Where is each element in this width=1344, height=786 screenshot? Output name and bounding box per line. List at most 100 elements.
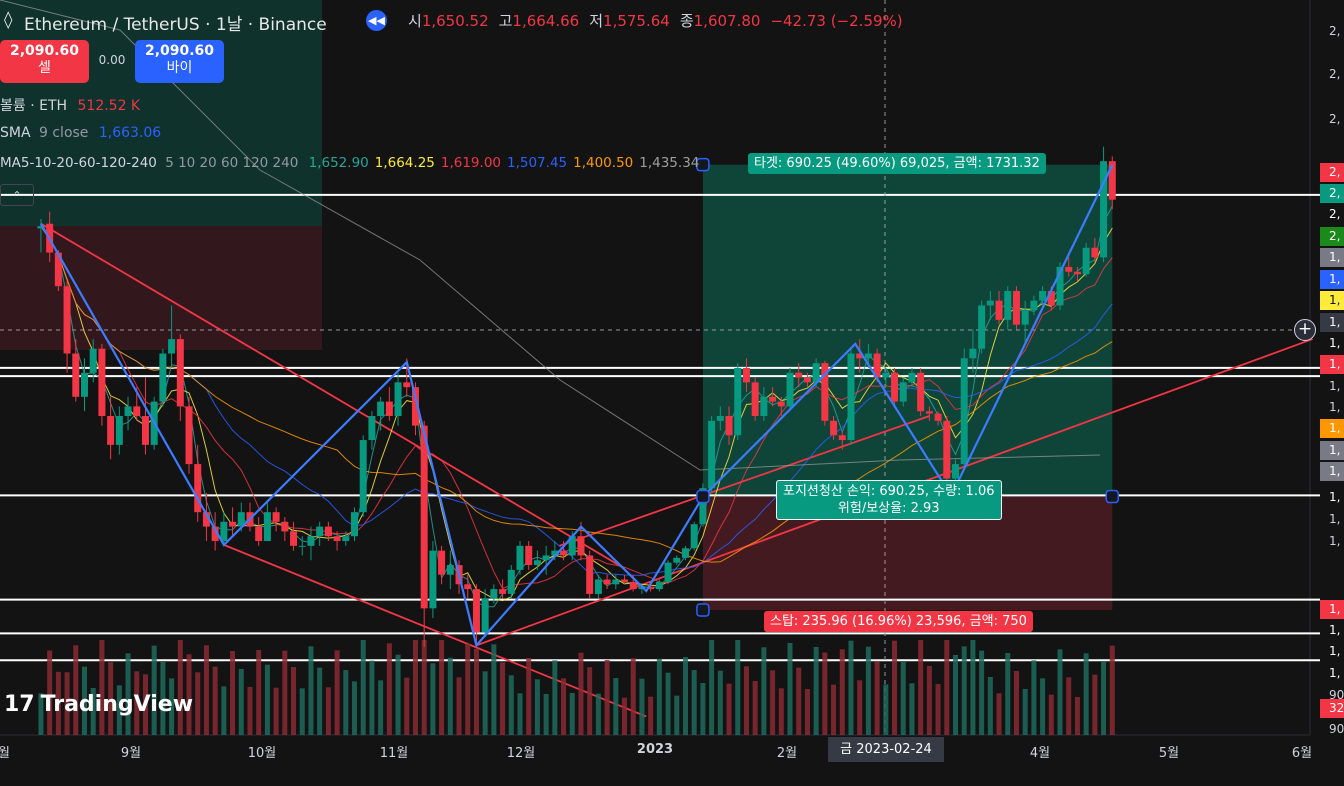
volume-indicator-legend[interactable]: 볼륨 · ETH 512.52 K: [0, 95, 146, 115]
volume-bar: [369, 660, 375, 735]
candle-body: [586, 555, 594, 594]
volume-bar: [47, 650, 53, 735]
candle-body: [664, 562, 672, 582]
volume-bar: [935, 684, 941, 735]
ma-value: 1,507.45: [507, 155, 568, 171]
price-axis-label: 1,: [1320, 270, 1344, 289]
volume-bar: [970, 640, 976, 735]
candle-body: [708, 420, 716, 489]
symbol-title[interactable]: Ethereum / TetherUS · 1날 · Binance: [24, 15, 327, 35]
ma-value: 1,664.25: [374, 155, 435, 171]
candle-body: [760, 396, 768, 417]
price-axis-label: 1,: [1320, 462, 1344, 481]
price-axis-label: 1,: [1329, 666, 1341, 680]
volume-bar: [1048, 694, 1054, 735]
volume-bar: [700, 683, 706, 735]
volume-bar: [81, 666, 87, 735]
ohlc-key: 저: [589, 12, 604, 30]
candle-body: [342, 536, 350, 542]
old-position-profit-zone: [0, 0, 322, 226]
volume-bar: [883, 684, 889, 735]
volume-bar: [64, 672, 70, 735]
price-axis-label: 2,: [1320, 227, 1344, 246]
candle-body: [98, 348, 106, 417]
candle-body: [429, 550, 437, 609]
candle-body: [716, 416, 724, 421]
candle-body: [133, 406, 141, 417]
buy-button[interactable]: 2,090.60 바이: [135, 40, 224, 83]
sma-label: SMA: [0, 125, 31, 141]
time-axis-label: 2023: [636, 742, 674, 757]
crosshair-date-label: 금 2023-02-24: [828, 737, 944, 762]
candle-body: [891, 372, 899, 402]
volume-bar: [1074, 697, 1080, 735]
candle-body: [838, 435, 846, 441]
candle-body: [185, 406, 193, 465]
candle-body: [899, 382, 907, 402]
candle-body: [821, 363, 829, 421]
candle-body: [141, 416, 149, 445]
candle-body: [394, 382, 402, 417]
ma-indicator-legend[interactable]: MA5-10-20-60-120-240 5 10 20 60 120 240 …: [0, 155, 705, 171]
time-axis-label: 10월: [247, 746, 277, 761]
candle-body: [1091, 247, 1099, 258]
target-label: 타겟: 690.25 (49.60%) 69,025, 금액: 1731.32: [748, 153, 1046, 174]
candle-body: [124, 406, 132, 417]
volume-bar: [717, 670, 723, 735]
volume-bar: [1040, 678, 1046, 735]
volume-bar: [822, 652, 828, 735]
price-axis-label: 1,: [1329, 534, 1341, 548]
volume-bar: [630, 658, 636, 735]
replay-rewind-icon[interactable]: ◀◀: [366, 10, 387, 31]
volume-bar: [186, 654, 192, 735]
candle-body: [333, 536, 341, 542]
candle-body: [603, 579, 611, 585]
price-axis-label: 1,: [1320, 291, 1344, 310]
candle-body: [176, 339, 184, 407]
candle-body: [1065, 266, 1073, 272]
candle-body: [960, 358, 968, 465]
price-axis-label: 2,: [1320, 163, 1344, 182]
trend-line: [223, 544, 647, 718]
volume-bar: [804, 689, 810, 735]
candle-body: [324, 526, 332, 537]
volume-bar: [142, 674, 148, 735]
ma-value: 1,652.90: [308, 155, 369, 171]
sma-indicator-legend[interactable]: SMA 9 close 1,663.06: [0, 125, 167, 141]
price-axis-label: 1,: [1320, 419, 1344, 438]
candle-body: [481, 598, 489, 633]
price-axis-label: 1,: [1329, 336, 1341, 350]
volume-bar: [1092, 674, 1098, 735]
ohlc-value: −42.73 (−2.59%): [770, 12, 903, 30]
candle-body: [1047, 291, 1055, 306]
candle-body: [368, 416, 376, 441]
ma-value: 1,400.50: [573, 155, 634, 171]
candle-body: [812, 363, 820, 383]
price-axis-label: 2,: [1329, 207, 1341, 221]
watermark-text: TradingView: [40, 692, 194, 717]
candle-body: [925, 411, 933, 414]
ohlc-value: 1,607.80: [693, 12, 761, 30]
collapse-legend-icon[interactable]: ⌃: [0, 184, 34, 206]
volume-bar: [264, 664, 270, 735]
sell-button[interactable]: 2,090.60 셀: [0, 40, 89, 83]
candle-body: [237, 512, 245, 527]
moving-average-line: [40, 225, 1113, 563]
ohlc-key: 시: [408, 12, 422, 30]
candle-body: [229, 521, 237, 527]
zigzag-pattern-line: [39, 164, 1114, 648]
candle-body: [795, 372, 803, 378]
candle-body: [1100, 161, 1108, 258]
candle-body: [969, 348, 977, 359]
candle-body: [211, 526, 219, 542]
price-axis-label: 1,: [1320, 248, 1344, 267]
stop-label: 스탑: 235.96 (16.96%) 23,596, 금액: 750: [764, 611, 1033, 632]
volume-bar: [735, 640, 741, 735]
volume-bar: [1066, 677, 1072, 735]
candle-body: [995, 300, 1003, 320]
add-alert-plus-icon[interactable]: +: [1294, 319, 1316, 341]
moving-average-line: [40, 225, 1113, 576]
candle-body: [751, 382, 759, 417]
